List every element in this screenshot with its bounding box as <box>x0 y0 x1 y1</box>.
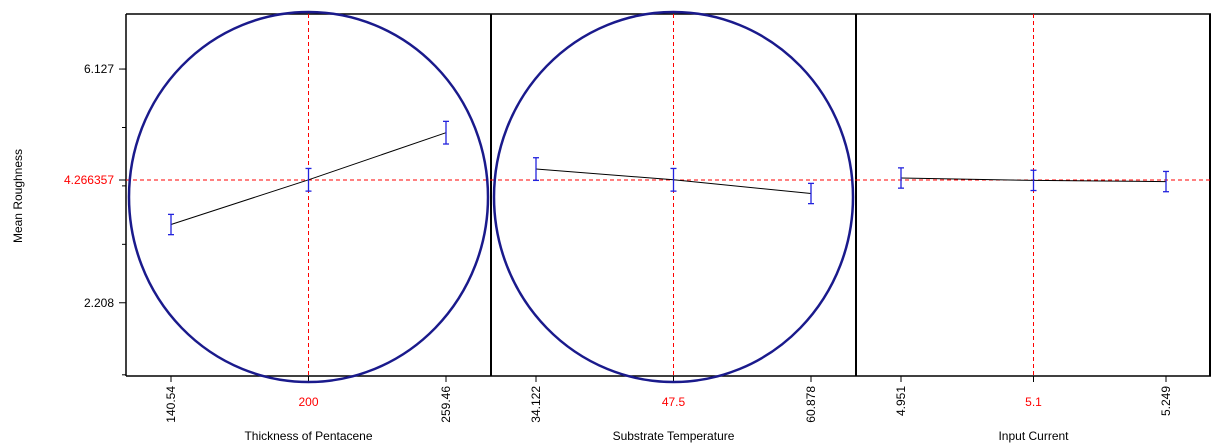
error-bar <box>808 182 814 205</box>
error-bar <box>1030 169 1037 192</box>
x-tick-label: 200 <box>298 395 318 409</box>
error-bar <box>168 213 174 236</box>
highlight-circle <box>492 10 855 384</box>
highlight-circle <box>127 10 490 384</box>
y-axis: 6.127 2.208 4.266357 <box>64 14 127 376</box>
x-tick-label: 140.54 <box>164 386 178 423</box>
error-bar <box>898 167 904 189</box>
x-tick-label: 4.951 <box>894 386 908 416</box>
x-tick-label: 5.249 <box>1159 386 1173 416</box>
x-axis-label: Thickness of Pentacene <box>244 429 372 443</box>
x-tick-label: 259.46 <box>439 386 453 423</box>
x-tick-label: 5.1 <box>1025 395 1042 409</box>
error-bar <box>670 167 677 192</box>
panel: 4.951 5.1 5.249 Input Current <box>856 13 1211 443</box>
error-bar <box>443 120 449 145</box>
y-axis-label: Mean Roughness <box>11 149 25 243</box>
error-bar <box>1163 170 1169 193</box>
x-axis-label: Substrate Temperature <box>613 429 735 443</box>
x-tick-label: 60.878 <box>804 386 818 423</box>
x-axis-label: Input Current <box>998 429 1069 443</box>
y-current-value-label: 4.266357 <box>64 173 114 187</box>
y-tick-label: 2.208 <box>84 296 114 310</box>
panel: 140.54 200 259.46 Thickness of Pentacene <box>126 10 492 443</box>
panels: 140.54 200 259.46 Thickness of Pentacene 34.… <box>126 10 1211 443</box>
x-tick-label: 47.5 <box>662 395 686 409</box>
error-bar <box>305 167 312 192</box>
y-tick-label: 6.127 <box>84 62 114 76</box>
x-tick-label: 34.122 <box>529 386 543 423</box>
panel: 34.122 47.5 60.878 Substrate Temperature <box>491 10 857 443</box>
error-bar <box>533 157 539 182</box>
